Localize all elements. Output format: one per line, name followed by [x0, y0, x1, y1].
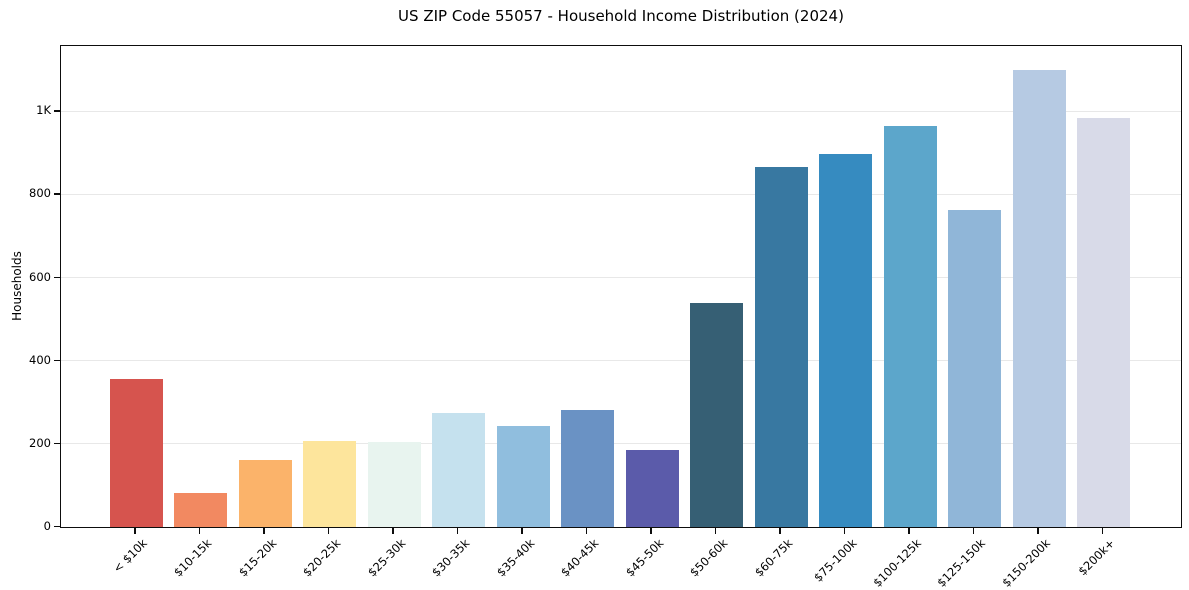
bar-$100-125k: [883, 125, 937, 527]
x-tick-label-$150-200k: $150-200k: [999, 536, 1053, 590]
x-tick-mark: [1037, 527, 1039, 534]
bar-$60-75k: [754, 167, 808, 527]
x-tick-label-$30-35k: $30-35k: [428, 536, 473, 580]
x-tick-mark: [521, 527, 523, 534]
x-tick-label-$75-100k: $75-100k: [810, 536, 860, 585]
y-tick-label-0: 0: [43, 519, 51, 533]
x-tick-label-$15-20k: $15-20k: [235, 536, 279, 580]
bar-$35-40k: [496, 426, 550, 527]
y-tick-label-200: 200: [29, 435, 51, 450]
x-tick-label-< $10k: < $10k: [110, 536, 150, 576]
bar-$50-60k: [690, 302, 743, 527]
x-tick-label-$25-30k: $25-30k: [364, 536, 408, 580]
x-tick-mark: [843, 527, 846, 534]
bar-$40-45k: [561, 409, 614, 527]
bar-$150-200k: [1012, 69, 1066, 527]
x-tick-mark: [908, 527, 910, 534]
bar-$45-50k: [625, 449, 679, 527]
gridline-y-800: [61, 193, 1181, 195]
bars-layer: [61, 46, 1181, 527]
bar-$10-15k: [174, 492, 227, 527]
bar-$200k+: [1077, 117, 1130, 527]
x-tick-label-$200k+: $200k+: [1075, 536, 1118, 579]
x-tick-mark: [134, 527, 136, 534]
y-tick-label-400: 400: [29, 352, 51, 367]
x-tick-mark: [714, 527, 717, 534]
bar-$25-30k: [367, 442, 421, 527]
x-tick-mark: [972, 527, 975, 534]
x-tick-mark: [650, 527, 652, 534]
x-tick-label-$50-60k: $50-60k: [686, 536, 731, 580]
x-tick-label-$20-25k: $20-25k: [299, 536, 344, 580]
y-tick-label-1K: 1K: [36, 103, 51, 118]
x-tick-label-$60-75k: $60-75k: [751, 536, 795, 580]
gridline-y-200: [61, 443, 1181, 445]
chart-title: US ZIP Code 55057 - Household Income Dis…: [398, 7, 844, 25]
gridlines-layer: [61, 46, 1181, 527]
plot-area: [60, 45, 1182, 528]
x-tick-mark: [327, 527, 330, 534]
gridline-y-400: [61, 360, 1181, 362]
x-tick-label-$35-40k: $35-40k: [493, 536, 537, 580]
bar-$15-20k: [238, 460, 292, 527]
x-tick-mark: [456, 527, 459, 534]
y-tick-label-800: 800: [29, 186, 51, 201]
y-axis-label: Households: [10, 251, 24, 321]
x-tick-mark: [1101, 527, 1104, 534]
x-tick-label-$40-45k: $40-45k: [557, 536, 602, 580]
bar-$125-150k: [948, 210, 1001, 527]
y-tick-label-600: 600: [29, 269, 51, 284]
x-tick-mark: [779, 527, 781, 534]
x-tick-label-$100-125k: $100-125k: [870, 536, 924, 590]
x-tick-mark: [198, 527, 201, 534]
gridline-y-1000: [61, 110, 1181, 112]
x-tick-label-$45-50k: $45-50k: [622, 536, 666, 580]
x-tick-label-$10-15k: $10-15k: [170, 536, 215, 580]
bar-$30-35k: [432, 412, 485, 527]
bar-< $10k: [109, 379, 163, 527]
x-tick-label-$125-150k: $125-150k: [934, 536, 989, 590]
bar-$20-25k: [303, 440, 356, 527]
x-tick-mark: [392, 527, 394, 534]
gridline-y-600: [61, 277, 1181, 279]
x-tick-mark: [263, 527, 265, 534]
bar-$75-100k: [819, 153, 872, 527]
x-tick-mark: [585, 527, 588, 534]
